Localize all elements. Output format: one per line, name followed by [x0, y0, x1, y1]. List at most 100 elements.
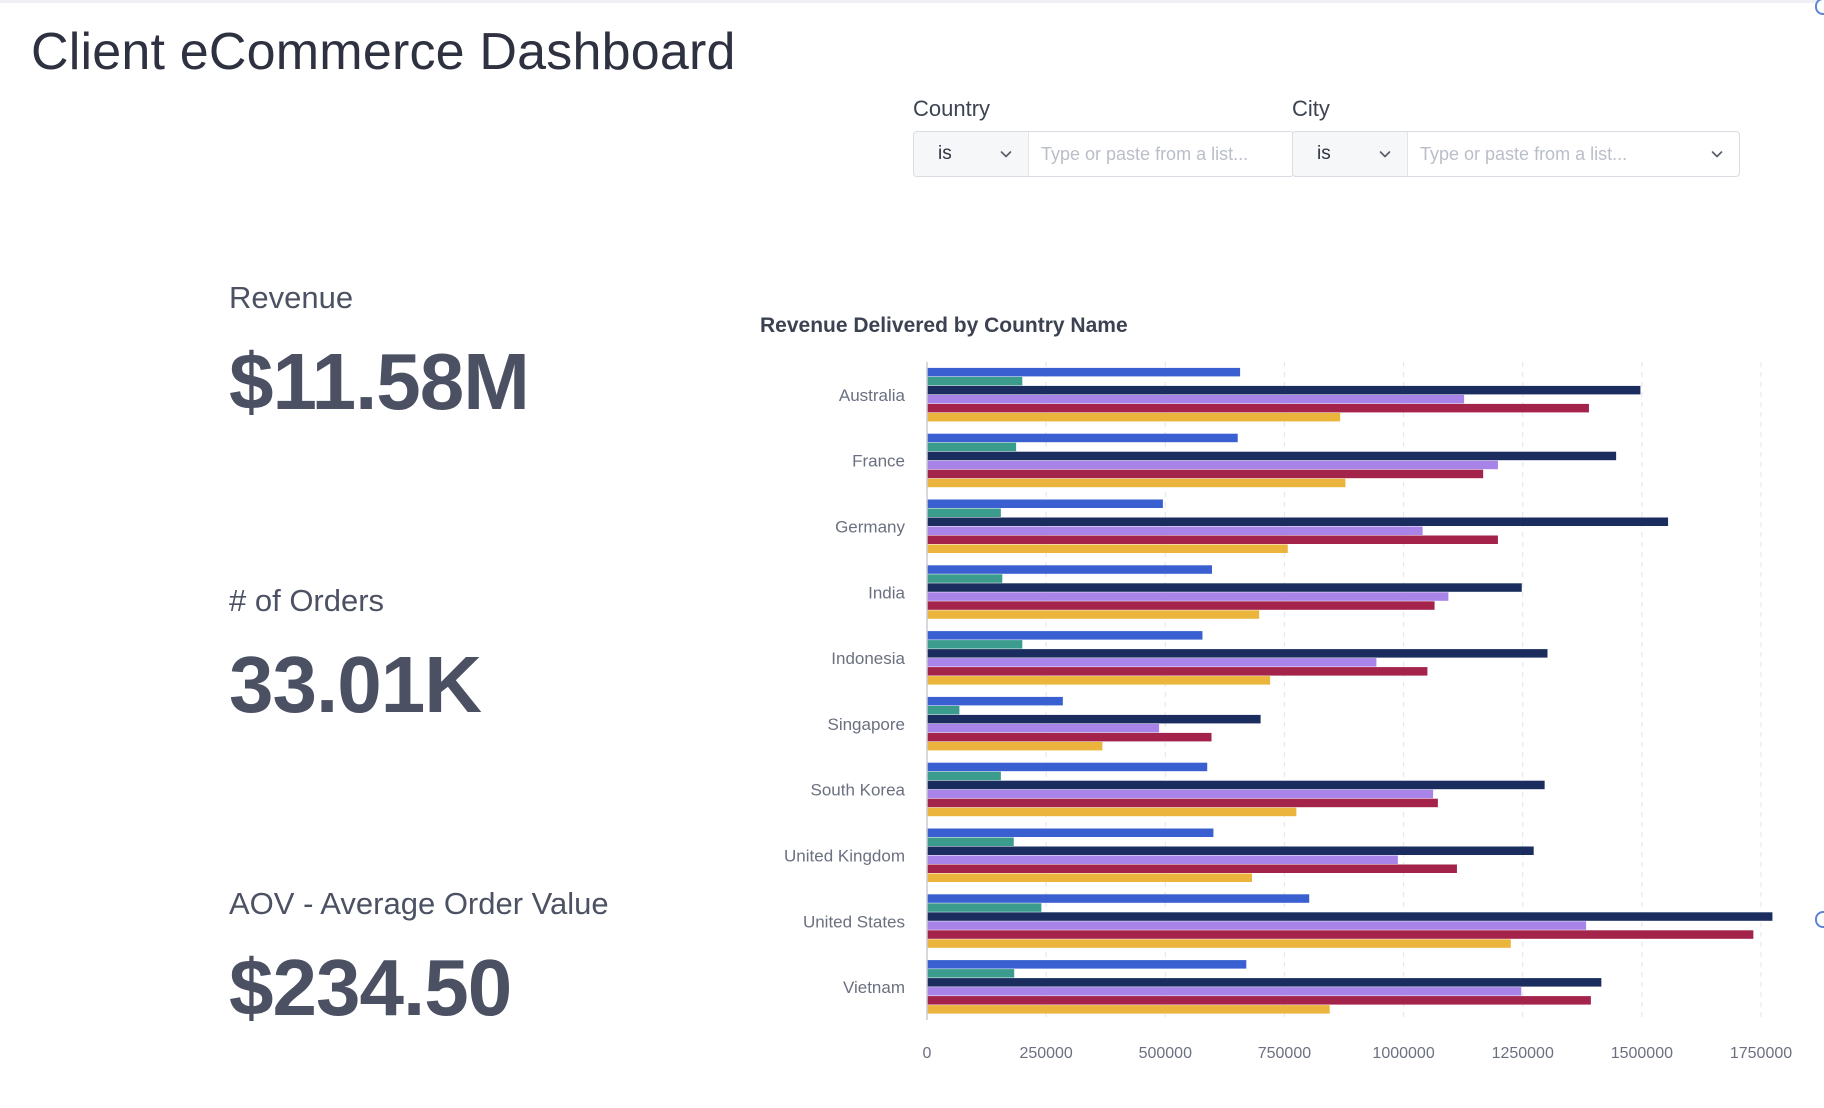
- bar[interactable]: [927, 667, 1428, 676]
- bar[interactable]: [927, 385, 1641, 395]
- kpi-orders: # of Orders 33.01K: [229, 583, 482, 725]
- bar[interactable]: [927, 987, 1522, 996]
- bar[interactable]: [927, 508, 1001, 518]
- y-tick-label: Australia: [839, 386, 906, 405]
- bar[interactable]: [927, 367, 1241, 377]
- chart-x-labels: 0 250000 500000 750000 1000000 1250000 1500000…: [923, 1045, 1793, 1062]
- x-tick-label: 1750000: [1730, 1045, 1792, 1062]
- bar[interactable]: [927, 921, 1587, 930]
- kpi-value: $11.58M: [229, 337, 530, 426]
- resize-handle[interactable]: [1815, 0, 1824, 15]
- x-tick-label: 1500000: [1611, 1045, 1673, 1062]
- bar[interactable]: [927, 855, 1398, 865]
- chevron-down-icon: [1377, 146, 1393, 162]
- bar[interactable]: [927, 565, 1212, 574]
- bar[interactable]: [927, 658, 1377, 667]
- kpi-aov: AOV - Average Order Value $234.50: [229, 886, 609, 1028]
- bar[interactable]: [927, 451, 1617, 461]
- y-tick-label: Vietnam: [843, 978, 905, 997]
- x-tick-label: 1250000: [1492, 1045, 1554, 1062]
- bar[interactable]: [927, 939, 1511, 948]
- kpi-value: $234.50: [229, 943, 512, 1032]
- x-tick-label: 500000: [1139, 1045, 1192, 1062]
- bar[interactable]: [927, 798, 1438, 808]
- bar[interactable]: [927, 714, 1261, 724]
- bar[interactable]: [927, 1005, 1330, 1014]
- bar[interactable]: [927, 762, 1208, 772]
- bar[interactable]: [927, 460, 1498, 470]
- bar[interactable]: [927, 894, 1310, 903]
- bar[interactable]: [927, 403, 1589, 413]
- bar[interactable]: [927, 741, 1103, 751]
- kpi-label: AOV - Average Order Value: [229, 886, 609, 921]
- kpi-revenue: Revenue $11.58M: [229, 280, 530, 426]
- city-filter-box: is: [1292, 131, 1740, 177]
- page-title: Client eCommerce Dashboard: [31, 23, 736, 81]
- top-border: [0, 0, 1824, 3]
- city-filter-label: City: [1292, 96, 1330, 121]
- bar[interactable]: [927, 864, 1457, 874]
- bar[interactable]: [927, 903, 1042, 912]
- bar[interactable]: [927, 583, 1522, 592]
- bar[interactable]: [927, 828, 1214, 838]
- bar[interactable]: [927, 526, 1423, 536]
- revenue-by-country-chart: Revenue Delivered by Country Name Austra…: [760, 314, 1793, 1062]
- bar[interactable]: [927, 807, 1297, 817]
- country-operator-select[interactable]: is: [914, 132, 1029, 176]
- bar[interactable]: [927, 930, 1754, 939]
- chevron-down-icon[interactable]: [1709, 146, 1725, 162]
- bar[interactable]: [927, 478, 1346, 488]
- bar[interactable]: [927, 499, 1163, 509]
- bar[interactable]: [927, 412, 1341, 422]
- bar[interactable]: [927, 676, 1271, 685]
- bar[interactable]: [927, 544, 1288, 554]
- bar[interactable]: [927, 873, 1253, 883]
- y-tick-label: India: [868, 583, 905, 602]
- y-tick-label: United States: [803, 912, 905, 931]
- bar[interactable]: [927, 978, 1602, 987]
- bar[interactable]: [927, 969, 1015, 978]
- bar[interactable]: [927, 433, 1238, 443]
- x-tick-label: 0: [923, 1045, 932, 1062]
- bar[interactable]: [927, 631, 1203, 640]
- bar[interactable]: [927, 780, 1545, 790]
- bar[interactable]: [927, 789, 1434, 799]
- resize-handle[interactable]: [1815, 911, 1824, 928]
- bar[interactable]: [927, 535, 1498, 545]
- y-tick-label: United Kingdom: [784, 847, 905, 866]
- bar[interactable]: [927, 732, 1212, 742]
- y-tick-label: Germany: [835, 518, 905, 537]
- y-tick-label: Indonesia: [831, 649, 905, 668]
- x-tick-label: 750000: [1258, 1045, 1311, 1062]
- bar[interactable]: [927, 574, 1003, 583]
- bar[interactable]: [927, 601, 1435, 610]
- bar[interactable]: [927, 960, 1247, 969]
- bar[interactable]: [927, 912, 1773, 921]
- bar[interactable]: [927, 837, 1014, 847]
- city-value-input[interactable]: [1408, 132, 1709, 176]
- bar[interactable]: [927, 610, 1260, 619]
- bar[interactable]: [927, 723, 1160, 733]
- bar[interactable]: [927, 442, 1017, 452]
- bar[interactable]: [927, 376, 1023, 386]
- y-tick-label: Singapore: [827, 715, 905, 734]
- bar[interactable]: [927, 771, 1001, 781]
- y-tick-label: South Korea: [810, 781, 905, 800]
- country-value-input[interactable]: [1029, 132, 1293, 176]
- x-tick-label: 1000000: [1372, 1045, 1434, 1062]
- bar[interactable]: [927, 640, 1023, 649]
- bar[interactable]: [927, 649, 1548, 658]
- bar[interactable]: [927, 705, 960, 715]
- bar[interactable]: [927, 592, 1449, 601]
- bar[interactable]: [927, 846, 1534, 856]
- y-tick-label: France: [852, 452, 905, 471]
- bar[interactable]: [927, 696, 1063, 706]
- bar[interactable]: [927, 517, 1669, 527]
- bar[interactable]: [927, 996, 1591, 1005]
- city-operator-select[interactable]: is: [1293, 132, 1408, 176]
- bar[interactable]: [927, 469, 1484, 479]
- country-filter: Country is: [913, 96, 1294, 177]
- bar[interactable]: [927, 394, 1465, 404]
- chart-title: Revenue Delivered by Country Name: [760, 314, 1128, 337]
- kpi-label: # of Orders: [229, 583, 385, 618]
